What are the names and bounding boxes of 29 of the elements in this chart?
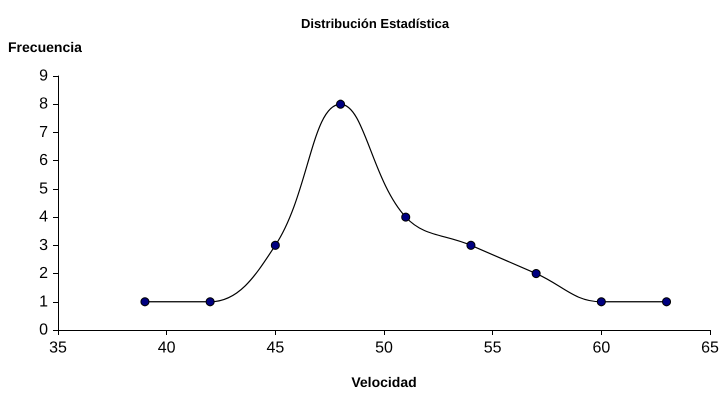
y-tick-label: 4 [39,208,48,226]
point [336,100,346,109]
y-tick-label: 1 [39,293,48,310]
y-tick-label: 0 [39,322,48,338]
point [270,240,280,250]
x-tick-label: 45 [266,340,284,356]
y-tick-label: 2 [39,265,48,282]
point [206,297,215,306]
point [596,297,606,306]
x-tick-label: 50 [375,340,393,356]
x-tick-label: 55 [484,340,502,356]
y-tick-label: 6 [39,152,48,170]
point [466,240,476,250]
y-tick-label: 3 [39,236,48,254]
point [532,269,541,278]
point [662,297,672,306]
point [401,212,410,222]
point [140,297,150,306]
y-tick-label: 5 [39,180,48,198]
y-tick-label: 7 [39,124,48,141]
x-tick-label: 35 [49,340,67,356]
y-tick-label: 8 [39,96,48,113]
x-tick-label: 40 [158,340,176,356]
x-tick-label: 60 [592,340,610,356]
chart-title: Distribución Estadística [300,16,450,31]
x-tick-label: 65 [701,340,719,356]
y-axis-title: Frecuencia [8,39,82,55]
y-tick-label: 9 [39,68,48,84]
x-axis-title: Velocidad [351,374,417,390]
